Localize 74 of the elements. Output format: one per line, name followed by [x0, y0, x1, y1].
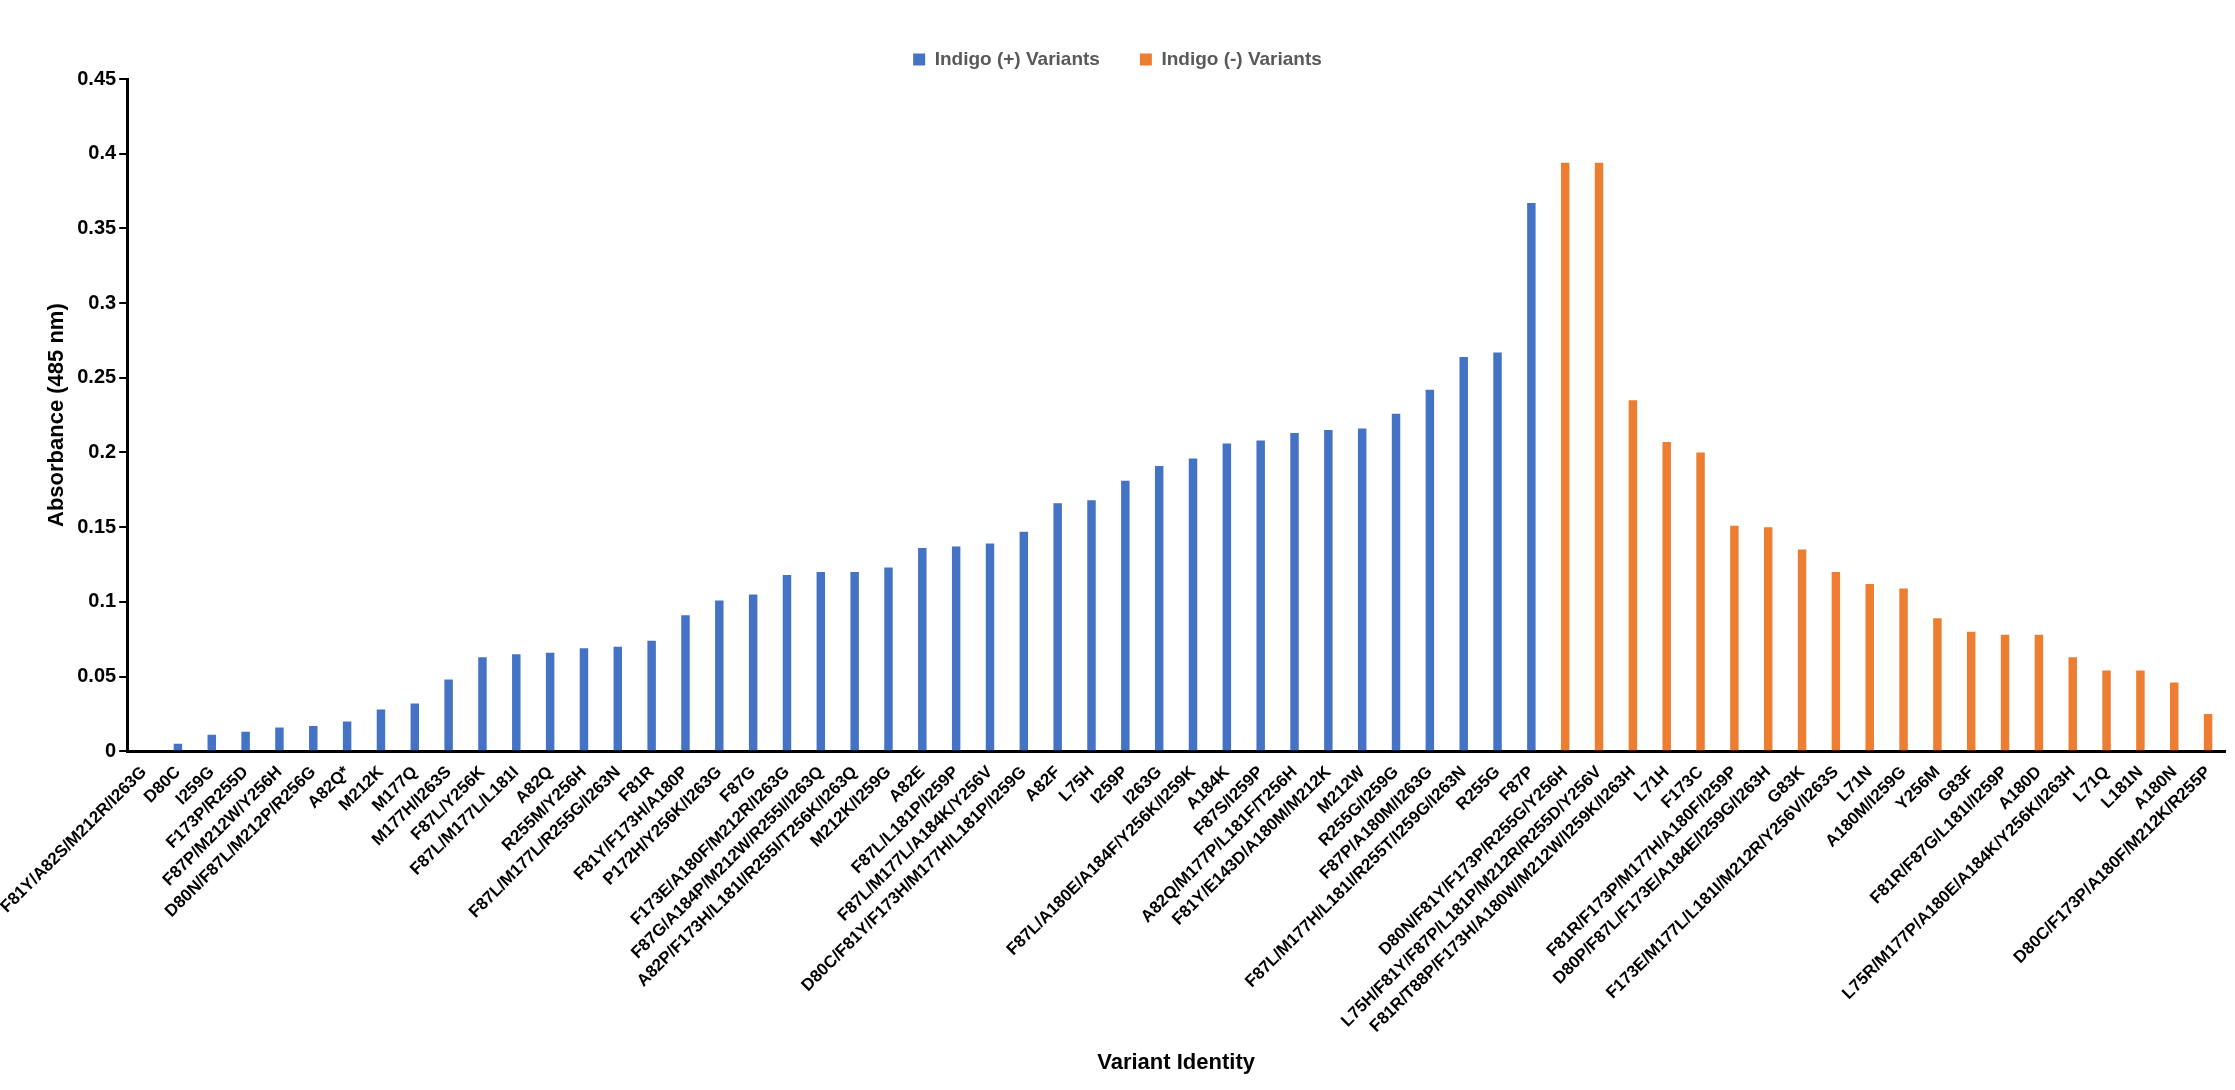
bar — [1087, 500, 1096, 751]
bar — [1594, 162, 1604, 751]
bar — [1154, 465, 1164, 751]
x-axis-title: Variant Identity — [1097, 1048, 1256, 1074]
bar — [681, 615, 690, 751]
bar — [1053, 503, 1062, 751]
bar — [1121, 480, 1130, 751]
bar — [2068, 657, 2077, 751]
bar — [207, 734, 216, 751]
legend-label: Indigo (+) Variants — [934, 47, 1100, 69]
bar — [1865, 583, 1874, 751]
bar — [2034, 634, 2044, 751]
bar — [715, 600, 724, 751]
bar — [478, 657, 487, 751]
bar — [1459, 356, 1468, 751]
bar — [2102, 670, 2111, 751]
y-tick-label: 0.05 — [77, 664, 117, 687]
bar — [275, 727, 284, 751]
bar — [1357, 428, 1367, 751]
bar — [2203, 713, 2213, 751]
y-tick-label: 0.15 — [77, 514, 117, 537]
bar — [1527, 203, 1536, 751]
bar — [2136, 670, 2145, 751]
bar — [1560, 162, 1570, 751]
bar — [1967, 631, 1976, 751]
bar — [2170, 682, 2179, 751]
bar — [647, 640, 656, 751]
bar — [951, 546, 961, 751]
bar — [816, 572, 826, 751]
bar — [748, 594, 758, 751]
bar — [884, 567, 893, 751]
bar — [1899, 588, 1908, 751]
bar — [1662, 442, 1671, 751]
bar — [1763, 527, 1773, 751]
y-tick-label: 0.2 — [88, 440, 117, 462]
bar — [545, 652, 555, 751]
bar — [1188, 458, 1198, 751]
bar — [1222, 443, 1232, 751]
y-tick-label: 0.25 — [77, 365, 117, 388]
bar — [1290, 433, 1299, 751]
bar — [444, 679, 453, 751]
bar — [1256, 440, 1265, 751]
bar — [342, 721, 352, 751]
bar — [918, 548, 927, 751]
bar — [1324, 430, 1333, 751]
bar — [1730, 525, 1739, 751]
bar — [1493, 352, 1502, 751]
bar — [1797, 549, 1807, 751]
y-tick-label: 0.35 — [77, 215, 117, 238]
bar — [1696, 452, 1705, 751]
bar — [985, 543, 995, 751]
y-tick-label: 0.45 — [77, 66, 117, 89]
bar — [613, 646, 623, 751]
bar — [1831, 572, 1841, 751]
bar — [2000, 634, 2010, 751]
y-tick-label: 0.1 — [88, 589, 117, 612]
bar — [241, 731, 250, 751]
bar — [512, 654, 521, 751]
bar — [309, 725, 318, 751]
bar — [1425, 389, 1435, 751]
legend-label: Indigo (-) Variants — [1161, 47, 1322, 69]
y-axis-title: Absorbance (485 nm) — [43, 303, 69, 528]
bar — [1628, 400, 1638, 751]
y-tick-label: 0 — [105, 738, 117, 761]
y-tick-label: 0.4 — [88, 141, 118, 164]
y-tick-label: 0.3 — [88, 290, 117, 313]
bar — [1391, 413, 1401, 751]
bar — [376, 709, 386, 751]
bar — [410, 703, 420, 751]
bar — [1933, 618, 1942, 751]
bar — [579, 648, 589, 751]
bar — [782, 574, 792, 751]
bar — [1019, 531, 1029, 751]
bar — [850, 572, 859, 751]
